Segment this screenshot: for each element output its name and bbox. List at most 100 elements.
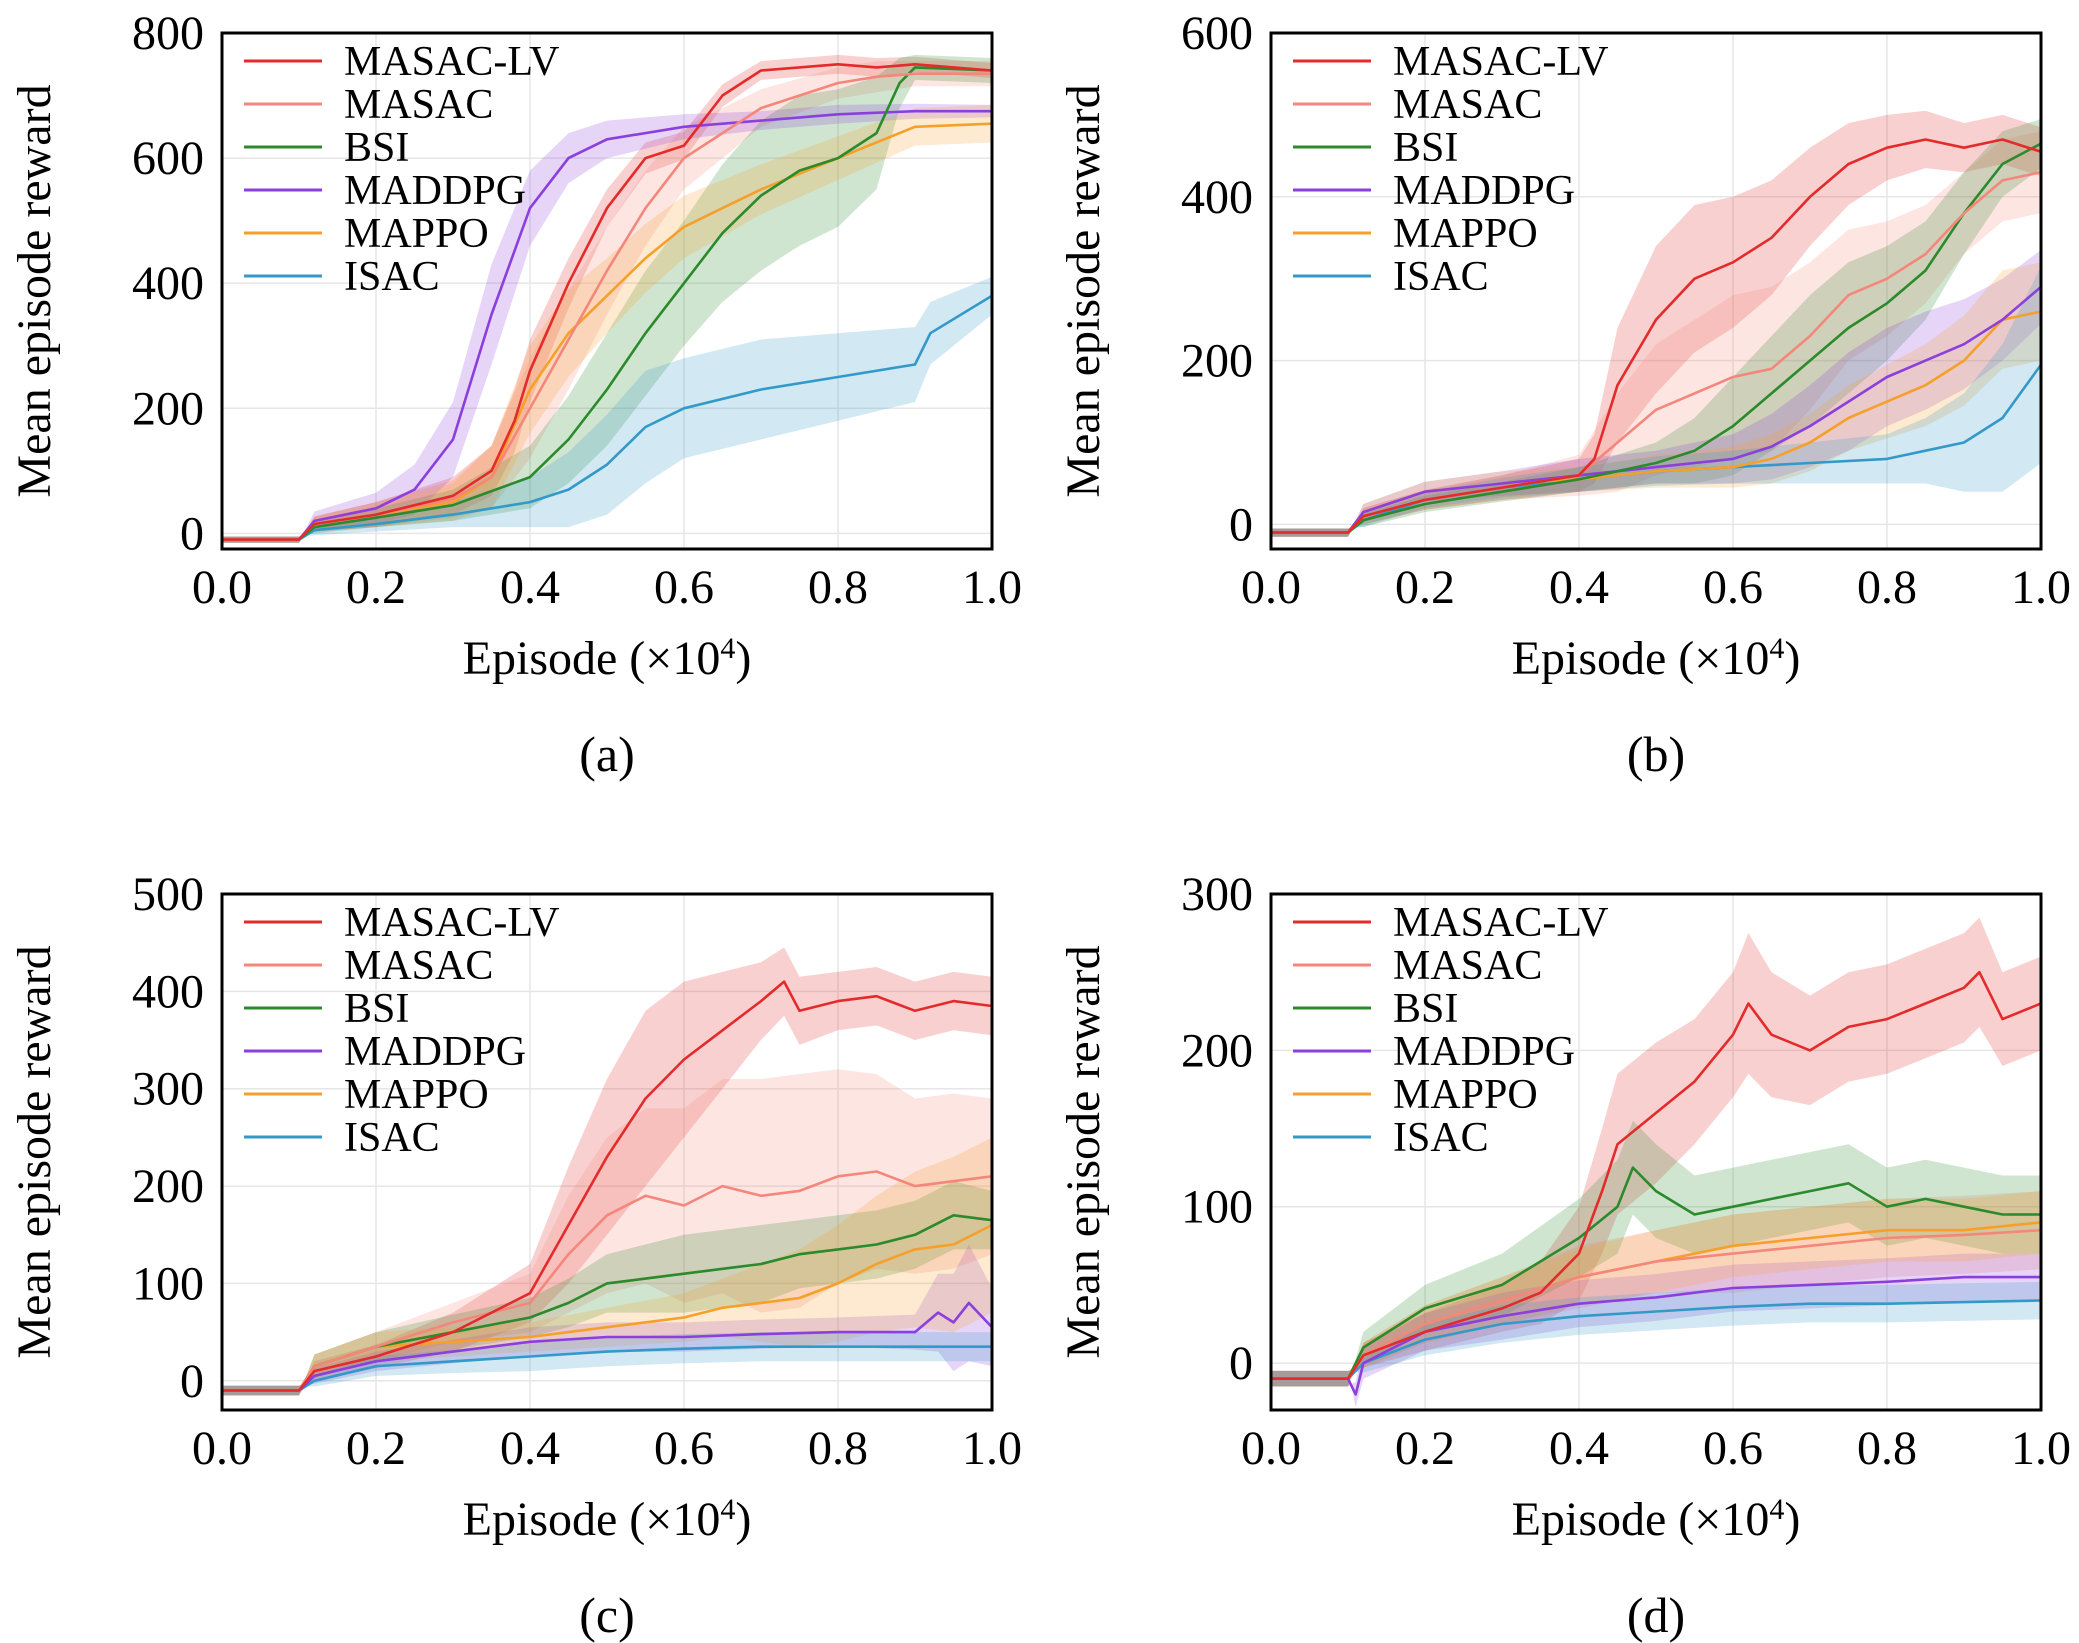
x-tick-label: 0.8: [808, 561, 868, 614]
line-maddpg: [222, 109, 992, 541]
band-masac: [1271, 131, 2041, 537]
y-tick-label: 300: [132, 1063, 204, 1116]
band-masac: [1271, 1191, 2041, 1387]
chart-panel-2: 0.0 0.2 0.4 0.6 0.8 1.0 0 200 400 600 Episode (×10…: [1057, 7, 2071, 782]
line-isac: [222, 294, 992, 541]
chart-panel-3: 0.0 0.2 0.4 0.6 0.8 1.0 0 100 200 300 400 500 Episod…: [8, 868, 1022, 1643]
legend-label-isac: ISAC: [344, 254, 440, 300]
legend-label-bsi: BSI: [344, 986, 409, 1032]
line-isac: [1271, 1299, 2041, 1380]
legend-label-maddpg: MADDPG: [344, 1029, 526, 1075]
y-tick-label: 400: [132, 257, 204, 310]
y-tick-label: 0: [1229, 1337, 1253, 1390]
legend-label-bsi: BSI: [344, 125, 409, 171]
legend-label-masac-lv: MASAC-LV: [1393, 900, 1609, 946]
y-tick-label: 300: [1181, 868, 1253, 921]
legend-label-maddpg: MADDPG: [344, 168, 526, 214]
line-bsi: [1271, 1166, 2041, 1380]
y-tick-label: 600: [1181, 7, 1253, 60]
legend-label-maddpg: MADDPG: [1393, 1029, 1575, 1075]
band-isac: [222, 276, 992, 543]
line-masac-lv: [1271, 138, 2041, 534]
line-masac-lv: [1271, 970, 2041, 1380]
x-tick-label: 0.4: [500, 561, 560, 614]
legend-label-masac-lv: MASAC-LV: [1393, 39, 1609, 85]
legend-label-masac: MASAC: [1393, 82, 1542, 128]
series-group: [1271, 917, 2041, 1407]
axes-frame: [1269, 892, 2043, 1412]
chart-panel-1: 0.0 0.2 0.4 0.6 0.8 1.0 0 200 400 600 800 Episode (…: [8, 7, 1022, 782]
y-tick-label: 200: [132, 382, 204, 435]
y-tick-label: 400: [132, 965, 204, 1018]
band-masac: [222, 1069, 992, 1396]
legend-label-masac: MASAC: [344, 943, 493, 989]
y-tick-label: 100: [132, 1257, 204, 1310]
band-isac: [1271, 266, 2041, 537]
axes-frame: [220, 892, 994, 1412]
y-tick-label: 0: [180, 507, 204, 560]
x-tick-label: 1.0: [962, 1422, 1022, 1475]
band-bsi: [222, 54, 992, 543]
panel-caption: (b): [1627, 726, 1685, 782]
line-bsi: [222, 66, 992, 541]
legend-label-masac-lv: MASAC-LV: [344, 39, 560, 85]
line-bsi: [1271, 142, 2041, 534]
legend-label-mappo: MAPPO: [1393, 1072, 1538, 1118]
x-tick-label: 1.0: [962, 561, 1022, 614]
y-tick-label: 500: [132, 868, 204, 921]
x-tick-label: 0.6: [1703, 1422, 1763, 1475]
x-tick-label: 0.0: [1241, 1422, 1301, 1475]
line-masac-lv: [222, 63, 992, 541]
y-tick-label: 400: [1181, 171, 1253, 224]
line-maddpg: [1271, 285, 2041, 534]
legend-label-mappo: MAPPO: [344, 211, 489, 257]
band-maddpg: [1271, 250, 2041, 537]
x-tick-label: 0.0: [192, 1422, 252, 1475]
legend-label-maddpg: MADDPG: [1393, 168, 1575, 214]
x-axis-label: Episode (×104): [1512, 1493, 1801, 1547]
x-tick-label: 0.6: [654, 561, 714, 614]
x-tick-label: 0.8: [808, 1422, 868, 1475]
series-group: [222, 54, 992, 543]
band-mappo: [222, 1137, 992, 1396]
x-tick-label: 0.8: [1857, 1422, 1917, 1475]
x-axis-label: Episode (×104): [463, 632, 752, 686]
band-bsi: [222, 1181, 992, 1396]
band-masac-lv: [1271, 110, 2041, 537]
y-tick-label: 600: [132, 132, 204, 185]
line-maddpg: [222, 1301, 992, 1392]
panel-caption: (c): [579, 1587, 635, 1643]
x-tick-label: 0.6: [1703, 561, 1763, 614]
chart-panel-4: 0.0 0.2 0.4 0.6 0.8 1.0 0 100 200 300 Episode (×10…: [1057, 868, 2071, 1643]
series-group: [222, 947, 992, 1396]
y-axis-label: Mean episode reward: [8, 945, 61, 1358]
y-tick-label: 800: [132, 7, 204, 60]
x-tick-label: 0.4: [1549, 561, 1609, 614]
band-bsi: [1271, 119, 2041, 537]
y-tick-label: 0: [180, 1355, 204, 1408]
x-tick-label: 0.2: [346, 1422, 406, 1475]
plot-area: [222, 894, 992, 1410]
legend-label-bsi: BSI: [1393, 125, 1458, 171]
axes-frame: [220, 31, 994, 551]
line-masac-lv: [222, 980, 992, 1392]
band-isac: [1271, 1281, 2041, 1387]
x-tick-label: 0.0: [1241, 561, 1301, 614]
y-tick-label: 200: [132, 1160, 204, 1213]
band-masac-lv: [222, 947, 992, 1396]
band-maddpg: [1271, 1253, 2041, 1407]
x-tick-label: 0.0: [192, 561, 252, 614]
y-tick-label: 0: [1229, 498, 1253, 551]
band-mappo: [1271, 262, 2041, 537]
x-axis-label: Episode (×104): [463, 1493, 752, 1547]
legend-label-masac: MASAC: [344, 82, 493, 128]
x-tick-label: 1.0: [2011, 1422, 2071, 1475]
y-tick-label: 100: [1181, 1181, 1253, 1234]
legend-label-mappo: MAPPO: [1393, 211, 1538, 257]
y-axis-label: Mean episode reward: [1057, 84, 1110, 497]
x-tick-label: 0.2: [1395, 561, 1455, 614]
band-masac-lv: [1271, 917, 2041, 1387]
x-tick-label: 0.4: [500, 1422, 560, 1475]
band-mappo: [222, 104, 992, 543]
